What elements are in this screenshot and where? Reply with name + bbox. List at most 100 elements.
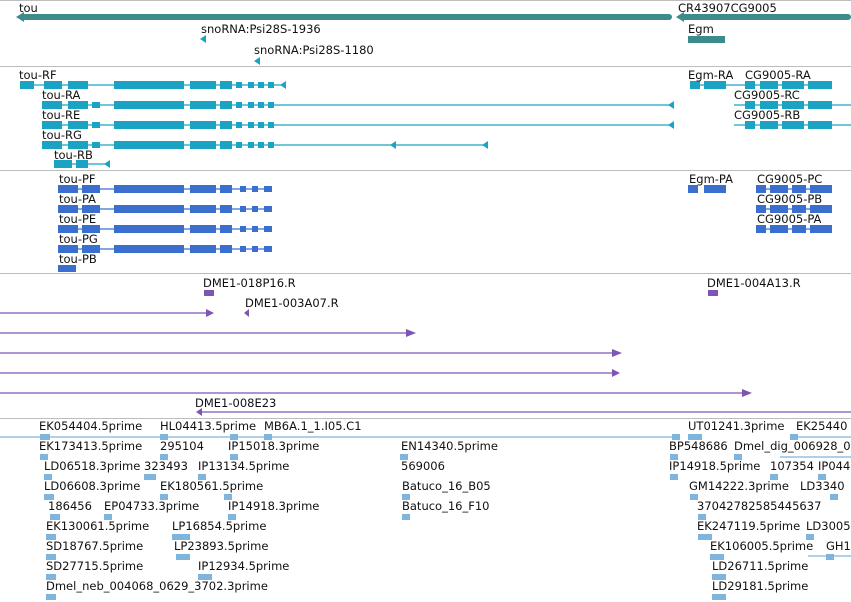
transcript-label-cg9005-rb[interactable]: CG9005-RB: [734, 108, 801, 122]
transcript-label-tou-rb[interactable]: tou-RB: [54, 148, 93, 162]
clone-label-004a13[interactable]: DME1-004A13.R: [707, 276, 801, 290]
est-label[interactable]: LD3340: [800, 479, 845, 493]
est-label[interactable]: SD18767.5prime: [46, 539, 144, 553]
est-label[interactable]: IP15018.3prime: [228, 439, 320, 453]
est-label[interactable]: EK054404.5prime: [39, 419, 143, 433]
tou-pe-model: [58, 225, 272, 233]
cg9005-rc-model: [745, 101, 832, 109]
est-label[interactable]: 37042782585445637: [697, 499, 822, 513]
protein-label-tou-pa[interactable]: tou-PA: [59, 192, 97, 206]
est-label[interactable]: UT01241.3prime: [688, 419, 785, 433]
est-label[interactable]: EK130061.5prime: [46, 519, 150, 533]
est-label[interactable]: Dmel_neb_004068_0629_3702.3prime: [46, 579, 268, 593]
cg9005-pa-model: [756, 225, 832, 233]
tou-rb-model: [54, 160, 110, 168]
est-label[interactable]: 295104: [160, 439, 204, 453]
est-label[interactable]: EK180561.5prime: [160, 479, 264, 493]
snorna-label-1180[interactable]: snoRNA:Psi28S-1180: [254, 43, 374, 57]
clone-label-008e23[interactable]: DME1-008E23: [195, 396, 277, 410]
snorna-label-1936[interactable]: snoRNA:Psi28S-1936: [201, 22, 321, 36]
est-label[interactable]: EK25440: [796, 419, 848, 433]
tou-ra-model: [42, 101, 674, 109]
protein-label-cg9005-pb[interactable]: CG9005-PB: [757, 192, 823, 206]
gene-track: [0, 0, 851, 67]
cg9005-rb-model: [745, 121, 832, 129]
est-label[interactable]: IP044: [818, 459, 851, 473]
est-label[interactable]: EK173413.5prime: [39, 439, 143, 453]
est-label[interactable]: IP14918.5prime: [669, 459, 761, 473]
est-label[interactable]: LP16854.5prime: [172, 519, 267, 533]
protein-label-cg9005-pa[interactable]: CG9005-PA: [757, 212, 822, 226]
est-label[interactable]: 569006: [401, 459, 445, 473]
gene-egm-bar: [688, 36, 725, 43]
transcript-label-cg9005-ra[interactable]: CG9005-RA: [745, 68, 811, 82]
est-label[interactable]: IP14918.3prime: [228, 499, 320, 513]
tou-pb-model: [58, 265, 76, 272]
protein-label-tou-pb[interactable]: tou-PB: [59, 252, 97, 266]
est-label[interactable]: EP04733.3prime: [104, 499, 200, 513]
gene-cr-arrow: [676, 12, 684, 22]
protein-label-cg9005-pc[interactable]: CG9005-PC: [757, 172, 823, 186]
transcript-label-tou-re[interactable]: tou-RE: [42, 108, 81, 122]
est-label[interactable]: Dmel_dig_006928_0: [734, 439, 851, 453]
transcript-label-cg9005-rc[interactable]: CG9005-RC: [734, 88, 800, 102]
tou-rg-model: [42, 141, 488, 149]
est-label[interactable]: LD29181.5prime: [712, 579, 809, 593]
est-label[interactable]: 186456: [48, 499, 92, 513]
est-label[interactable]: 107354: [770, 459, 814, 473]
gene-label-tou[interactable]: tou: [19, 1, 38, 15]
egm-ra-model: [690, 81, 726, 89]
protein-label-egm-pa[interactable]: Egm-PA: [689, 172, 733, 186]
clone-track: [0, 274, 851, 419]
est-label[interactable]: Batuco_16_B05: [402, 479, 491, 493]
est-label[interactable]: IP12934.5prime: [198, 559, 290, 573]
clone-label-018p16[interactable]: DME1-018P16.R: [203, 276, 296, 290]
est-label[interactable]: IP13134.5prime: [198, 459, 290, 473]
egm-pa-model: [688, 185, 726, 193]
est-label[interactable]: HL04413.5prime: [160, 419, 257, 433]
est-label[interactable]: GH1: [826, 539, 851, 553]
est-label[interactable]: Batuco_16_F10: [402, 499, 490, 513]
transcript-label-tou-rf[interactable]: tou-RF: [19, 68, 57, 82]
est-label[interactable]: EK247119.5prime: [697, 519, 801, 533]
est-label[interactable]: BP548686: [669, 439, 728, 453]
est-label[interactable]: LD06518.3prime: [44, 459, 141, 473]
gene-tou-bar: [22, 14, 672, 20]
protein-label-tou-pf[interactable]: tou-PF: [59, 172, 96, 186]
protein-label-tou-pg[interactable]: tou-PG: [59, 232, 98, 246]
est-label[interactable]: LD26711.5prime: [712, 559, 809, 573]
protein-label-tou-pe[interactable]: tou-PE: [59, 212, 97, 226]
tou-pf-model: [58, 185, 272, 193]
transcript-label-egm-ra[interactable]: Egm-RA: [688, 68, 734, 82]
clone-018p16-block: [204, 290, 214, 296]
est-label[interactable]: EN14340.5prime: [401, 439, 498, 453]
cg9005-pc-model: [756, 185, 832, 193]
est-label[interactable]: LD06608.3prime: [44, 479, 141, 493]
est-label[interactable]: LP23893.5prime: [174, 539, 269, 553]
gene-label-egm[interactable]: Egm: [688, 22, 714, 36]
est-label[interactable]: LD3005: [806, 519, 851, 533]
est-label[interactable]: GM14222.3prime: [689, 479, 789, 493]
transcript-label-tou-ra[interactable]: tou-RA: [42, 88, 81, 102]
clone-003a07-arrow: [244, 309, 249, 317]
est-label[interactable]: 323493: [144, 459, 188, 473]
clone-label-003a07[interactable]: DME1-003A07.R: [245, 296, 339, 310]
est-label[interactable]: EK106005.5prime: [710, 539, 814, 553]
cg9005-ra-model: [745, 81, 832, 89]
gene-cr-bar: [681, 14, 851, 20]
transcript-label-tou-rg[interactable]: tou-RG: [42, 128, 82, 142]
tou-pg-model: [58, 245, 272, 253]
tou-pa-model: [58, 205, 272, 213]
est-label[interactable]: MB6A.1_1.I05.C1: [264, 419, 362, 433]
snorna-2-arrow: [254, 57, 260, 65]
protein-track: [0, 171, 851, 274]
snorna-1-arrow: [200, 35, 206, 43]
gene-label-cr43907-cg9005[interactable]: CR43907CG9005: [678, 1, 777, 15]
est-label[interactable]: SD27715.5prime: [46, 559, 144, 573]
